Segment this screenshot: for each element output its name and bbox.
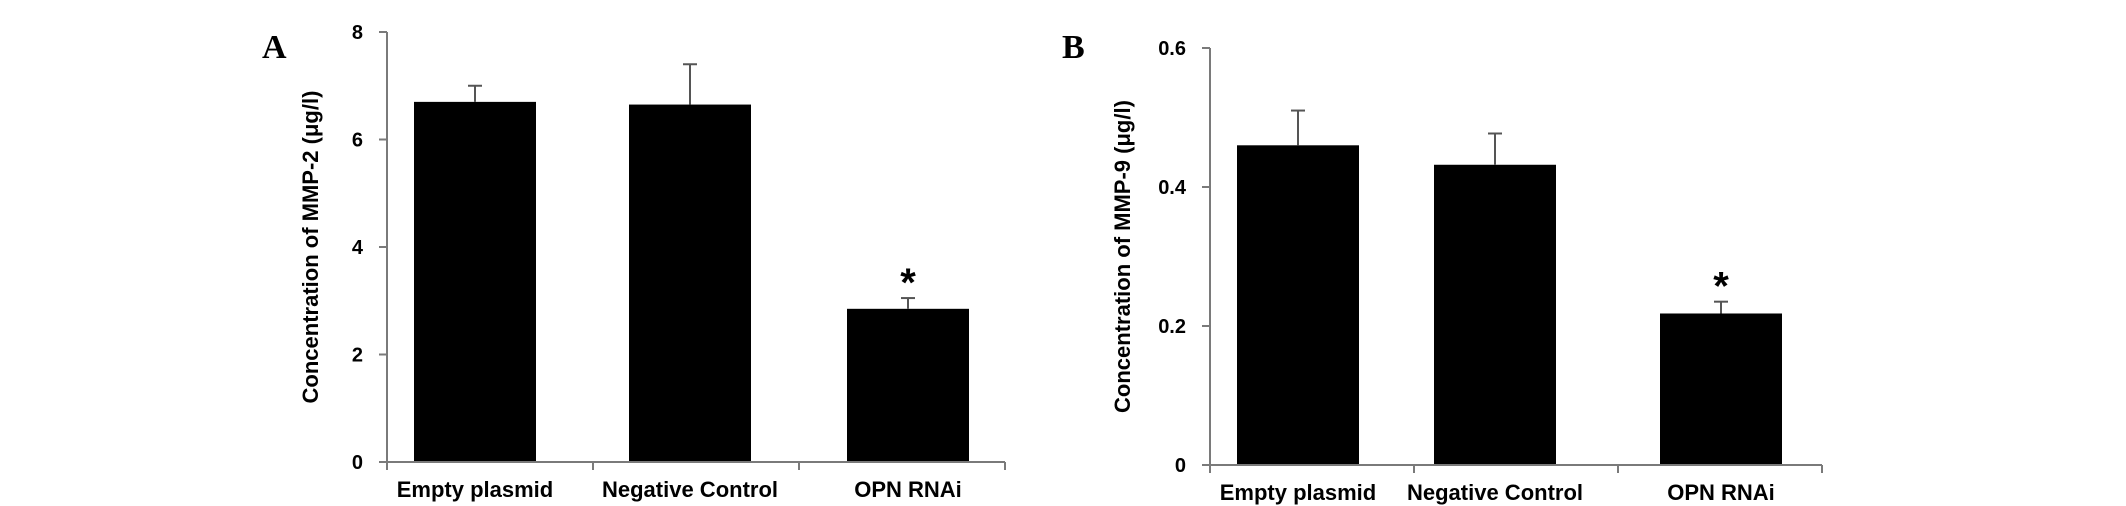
- panel-a-bars: [414, 101, 969, 462]
- panel-a-y-tick-label: 8: [352, 22, 363, 44]
- panel-b-category-labels: Empty plasmid Negative Control OPN RNAi: [1220, 480, 1775, 505]
- panel-b-bar: [1434, 164, 1556, 465]
- panel-a-y-tick-label: 0: [352, 452, 363, 474]
- panel-b-bar: [1660, 313, 1782, 465]
- panel-a-axes: [386, 32, 1006, 470]
- panel-b-y-tick-label: 0.4: [1158, 177, 1187, 199]
- panel-b-axes: [1209, 48, 1823, 473]
- panel-a-category-label: Negative Control: [602, 477, 778, 502]
- panel-a-y-axis-title: Concentration of MMP-2 (μg/l): [298, 91, 323, 404]
- panel-a-bar: [629, 104, 751, 462]
- panel-a-error-bars: [468, 63, 915, 309]
- panel-b-y-tick-label: 0.6: [1158, 38, 1186, 60]
- panel-a-bar: [847, 308, 969, 462]
- panel-a-significance-markers: *: [900, 261, 916, 305]
- panel-b-y-axis-title: Concentration of MMP-9 (μg/l): [1110, 100, 1135, 413]
- panel-a-y-tick-label: 6: [352, 130, 363, 152]
- panel-b-error-bars: [1291, 109, 1728, 314]
- panel-a-letter: A: [262, 29, 287, 66]
- panel-a-category-labels: Empty plasmid Negative Control OPN RNAi: [397, 477, 962, 502]
- panel-b: B Concentration of MMP-9 (μg/l) 00.20.40…: [1062, 29, 1823, 505]
- panel-a-y-tick-label: 2: [352, 345, 363, 367]
- panel-a-y-ticks: 0 2 4 6 8: [352, 22, 387, 474]
- panel-b-y-ticks: 0 0.2 0.4 0.6: [1158, 38, 1210, 477]
- panel-a-category-label: OPN RNAi: [854, 477, 962, 502]
- panel-b-letter: B: [1062, 29, 1085, 66]
- panel-a-category-label: Empty plasmid: [397, 477, 553, 502]
- panel-a-significance-marker: *: [900, 261, 916, 305]
- panel-b-y-tick-label: 0.2: [1158, 316, 1186, 338]
- panel-a-bar: [414, 101, 536, 462]
- panel-b-bar: [1237, 145, 1359, 466]
- panel-b-bars: [1237, 145, 1782, 466]
- panel-b-category-label: OPN RNAi: [1667, 480, 1775, 505]
- panel-a-y-tick-label: 4: [352, 237, 364, 259]
- panel-b-significance-markers: *: [1713, 265, 1729, 309]
- panel-b-y-tick-label: 0: [1175, 455, 1186, 477]
- panel-b-significance-marker: *: [1713, 265, 1729, 309]
- panel-b-category-label: Negative Control: [1407, 480, 1583, 505]
- panel-b-category-label: Empty plasmid: [1220, 480, 1376, 505]
